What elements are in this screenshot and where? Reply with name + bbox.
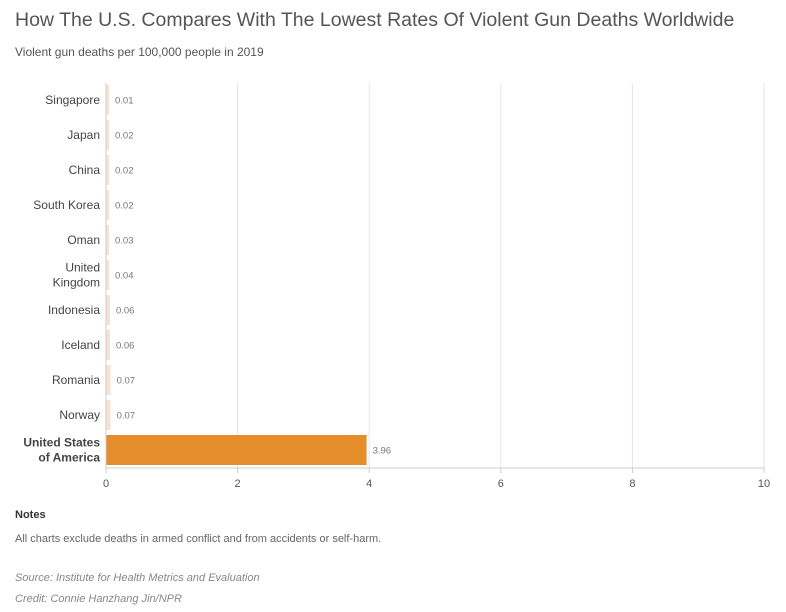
value-label-3: 0.02 — [115, 201, 134, 212]
bar-4 — [106, 225, 109, 255]
bar-1 — [106, 120, 109, 150]
category-label-9: Norway — [59, 408, 100, 422]
category-label-10-line-1: of America — [38, 451, 100, 465]
x-tick-label-10: 10 — [758, 478, 770, 490]
bar-5 — [106, 260, 109, 290]
category-label-2: China — [69, 163, 101, 177]
source-line: Source: Institute for Health Metrics and… — [15, 572, 260, 584]
bar-7 — [106, 330, 110, 360]
notes-heading: Notes — [15, 509, 46, 521]
bar-2 — [106, 155, 109, 185]
x-tick-label-6: 6 — [498, 478, 504, 490]
category-label-5-line-0: United — [65, 261, 100, 275]
bar-9 — [106, 400, 111, 430]
bar-10 — [106, 435, 367, 465]
value-label-8: 0.07 — [117, 376, 136, 387]
chart-subtitle: Violent gun deaths per 100,000 people in… — [15, 45, 264, 59]
bar-3 — [106, 190, 109, 220]
category-label-0: Singapore — [45, 93, 100, 107]
category-label-4: Oman — [67, 233, 100, 247]
category-label-6: Indonesia — [48, 303, 100, 317]
bar-6 — [106, 295, 110, 325]
x-tick-label-2: 2 — [235, 478, 241, 490]
value-label-0: 0.01 — [115, 96, 134, 107]
notes-text: All charts exclude deaths in armed confl… — [15, 533, 382, 545]
category-label-3: South Korea — [33, 198, 100, 212]
value-label-7: 0.06 — [116, 341, 135, 352]
chart-title: How The U.S. Compares With The Lowest Ra… — [15, 9, 735, 31]
bar-chart: 0.01 Singapore 0.02 Japan 0.02 China 0.02 South… — [23, 83, 770, 490]
x-tick-label-4: 4 — [366, 478, 372, 490]
category-label-1: Japan — [67, 128, 100, 142]
bar-8 — [106, 365, 111, 395]
value-label-2: 0.02 — [115, 166, 134, 177]
value-label-5: 0.04 — [115, 271, 134, 282]
category-label-10-line-0: United States — [23, 436, 100, 450]
value-label-4: 0.03 — [115, 236, 134, 247]
value-label-1: 0.02 — [115, 131, 134, 142]
category-label-8: Romania — [52, 373, 100, 387]
value-label-6: 0.06 — [116, 306, 135, 317]
credit-line: Credit: Connie Hanzhang Jin/NPR — [15, 593, 182, 605]
bar-0 — [106, 85, 109, 115]
value-label-9: 0.07 — [117, 411, 136, 422]
value-label-10: 3.96 — [373, 446, 392, 457]
category-label-5-line-1: Kingdom — [53, 276, 100, 290]
category-label-7: Iceland — [61, 338, 100, 352]
x-tick-label-8: 8 — [629, 478, 635, 490]
x-tick-label-0: 0 — [103, 478, 109, 490]
